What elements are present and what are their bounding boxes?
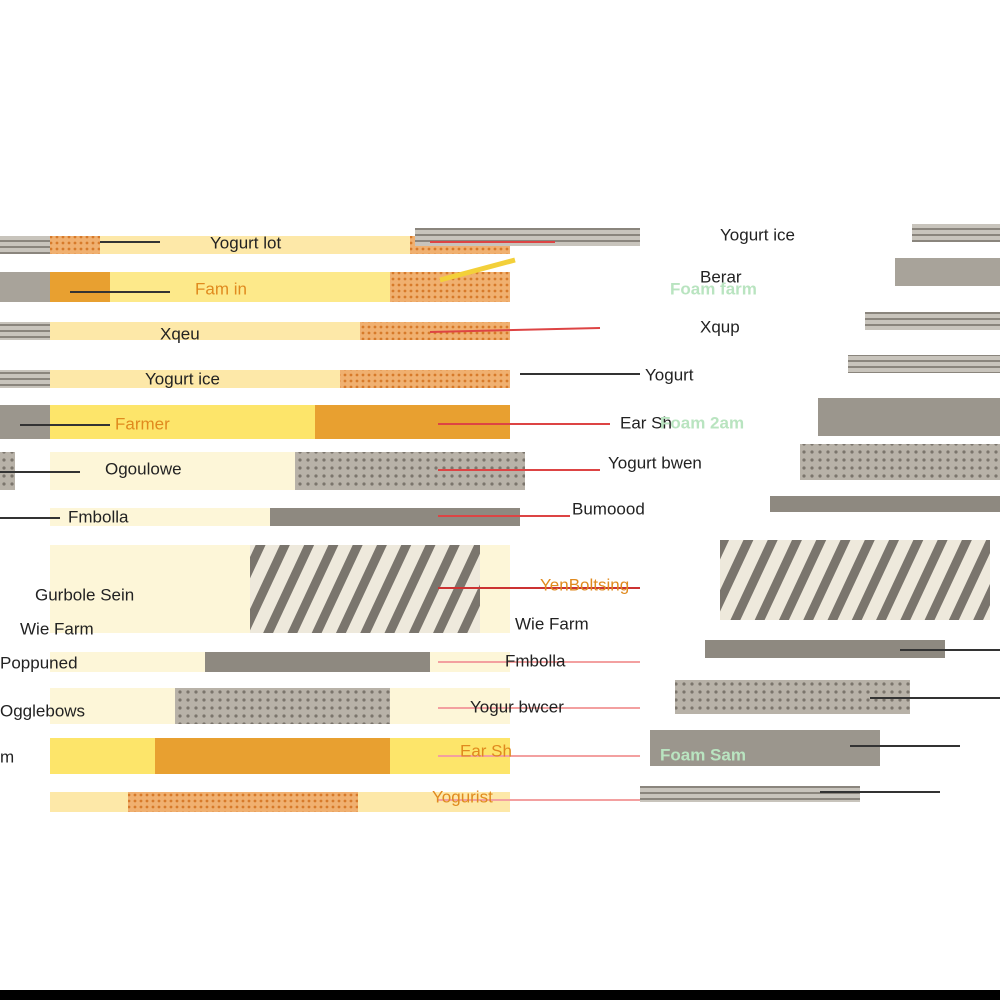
label: Poppuned xyxy=(0,653,78,672)
left-panel xyxy=(0,236,525,812)
label: Bumoood xyxy=(572,499,645,518)
label: Xqup xyxy=(700,317,740,336)
label: Xqeu xyxy=(160,324,200,343)
label: Fmbolla xyxy=(505,651,566,670)
label: Yogur bwcer xyxy=(470,697,564,716)
right-labels: Foam farm Foam 2am Foam Sam xyxy=(660,279,757,764)
label: Wie Farm xyxy=(515,614,589,633)
label: Foam Sam xyxy=(660,745,746,764)
label: Ogglebows xyxy=(0,701,85,720)
label: Ear Sh xyxy=(460,741,512,760)
label: Yogurt xyxy=(645,365,694,384)
label: Foam farm xyxy=(670,279,757,298)
label: Yogurist xyxy=(432,787,493,806)
label: Berar xyxy=(700,267,742,286)
middle-labels: Yogurt ice Berar Xqup Yogurt Ear Sh Yogu… xyxy=(432,225,795,806)
label: Yogurt lot xyxy=(210,233,281,252)
label: Yogurt bwen xyxy=(608,453,702,472)
label: Fam in xyxy=(195,279,247,298)
label: m xyxy=(0,747,14,766)
label: Ear Sh xyxy=(620,413,672,432)
label: Ogoulowe xyxy=(105,459,182,478)
connectors xyxy=(0,241,1000,801)
label: YenBoltsing xyxy=(540,575,629,594)
left-labels: Yogurt lot Fam in Xqeu Yogurt ice Farmer… xyxy=(0,233,281,766)
label: Yogurt ice xyxy=(720,225,795,244)
label: Farmer xyxy=(115,414,170,433)
label: Foam 2am xyxy=(660,413,744,432)
label: Wie Farm xyxy=(20,619,94,638)
label: Yogurt ice xyxy=(145,369,220,388)
label: Fmbolla xyxy=(68,507,129,526)
label: Gurbole Sein xyxy=(35,585,134,604)
bottom-bar xyxy=(0,990,1000,1000)
